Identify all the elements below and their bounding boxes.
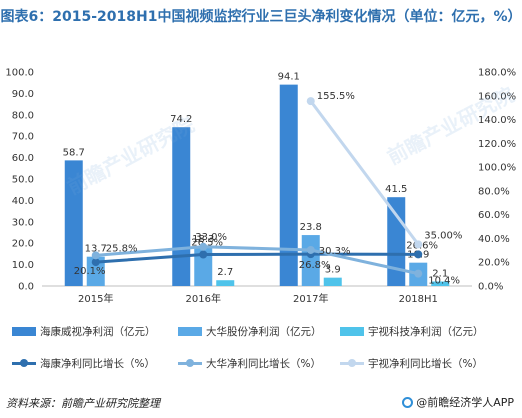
bar-data-label: 23.8: [300, 222, 322, 233]
bar: [323, 277, 342, 286]
y-left-tick-label: 40.0: [12, 196, 34, 207]
x-tick-label: 2016年: [186, 292, 221, 305]
line-point: [306, 97, 315, 106]
legend-label: 宇视科技净利润（亿元）: [368, 326, 484, 338]
y-left-tick-label: 80.0: [12, 110, 34, 121]
legend-line-swatch: [12, 359, 36, 368]
y-right-tick-label: 140.0%: [478, 115, 516, 126]
bar-data-label: 2.1: [432, 269, 448, 280]
series-line: [309, 100, 420, 246]
x-tick-label: 2015年: [78, 292, 113, 305]
legend-swatch: [12, 327, 36, 336]
line-data-label: 155.5%: [317, 91, 355, 102]
bar: [64, 160, 83, 286]
line-point: [414, 240, 423, 249]
bar-data-label: 2.7: [217, 267, 233, 278]
y-left-tick-label: 50.0: [12, 175, 34, 186]
y-left-tick-label: 30.0: [12, 217, 34, 228]
y-left-tick-label: 10.0: [12, 260, 34, 271]
legend-label: 海康净利同比增长（%）: [40, 358, 155, 370]
line-point: [91, 251, 100, 260]
line-data-label: 26.8%: [299, 260, 331, 271]
y-right-tick-label: 20.0%: [478, 258, 510, 269]
line-point: [414, 269, 423, 278]
bar-data-label: 74.2: [170, 114, 192, 125]
legend-label: 大华净利同比增长（%）: [206, 358, 321, 370]
line-data-label: 25.8%: [106, 243, 138, 254]
bar-data-label: 94.1: [278, 72, 300, 83]
y-right-tick-label: 160.0%: [478, 91, 516, 102]
y-left-tick-label: 90.0: [12, 89, 34, 100]
line-point: [91, 258, 100, 267]
brand: @前瞻经济学人APP: [402, 394, 514, 410]
bar-data-label: 41.5: [385, 184, 407, 195]
line-point: [199, 242, 208, 251]
line-data-label: 30.3%: [319, 246, 351, 257]
line-data-label: 10.4%: [428, 276, 460, 287]
line-data-label: 20.1%: [74, 266, 106, 277]
legend-item: 宇视科技净利润（亿元）: [340, 324, 484, 339]
y-right-tick-label: 80.0%: [478, 186, 510, 197]
line-point: [414, 250, 423, 259]
y-right-tick-label: 180.0%: [478, 68, 516, 79]
line-data-label: 33.0%: [195, 232, 227, 243]
legend-item: 宇视净利同比增长（%）: [340, 356, 483, 371]
bar: [431, 281, 450, 286]
legend-item: 海康净利同比增长（%）: [12, 356, 155, 371]
series-line: [95, 245, 419, 276]
bar: [216, 280, 235, 286]
brand-text: @前瞻经济学人APP: [416, 396, 514, 409]
y-right-tick-label: 120.0%: [478, 139, 516, 150]
legend-label: 海康威视净利润（亿元）: [40, 326, 156, 338]
bar: [172, 127, 191, 286]
line-point: [199, 250, 208, 259]
y-right-tick-label: 100.0%: [478, 163, 516, 174]
bar-data-label: 3.9: [325, 265, 341, 276]
bar: [301, 235, 320, 286]
line-data-label: 26.6%: [406, 240, 438, 251]
legend-dot: [20, 359, 28, 367]
y-right-tick-label: 60.0%: [478, 210, 510, 221]
bar: [194, 246, 213, 286]
y-left-tick-label: 100.0: [5, 68, 34, 79]
y-right-tick-label: 40.0%: [478, 234, 510, 245]
y-left-tick-label: 20.0: [12, 239, 34, 250]
legend-item: 海康威视净利润（亿元）: [12, 324, 156, 339]
bar: [279, 84, 298, 286]
bar-data-label: 18.3: [192, 234, 214, 245]
x-tick-label: 2018H1: [399, 294, 438, 305]
bar: [86, 256, 105, 286]
legend-line-swatch: [178, 359, 202, 368]
source-note: 资料来源：前瞻产业研究院整理: [6, 397, 160, 410]
chart-title: 图表6：2015-2018H1中国视频监控行业三巨头净利变化情况（单位：亿元，%…: [0, 9, 522, 25]
legend-label: 大华股份净利润（亿元）: [206, 326, 322, 338]
bar: [387, 197, 406, 286]
legend-item: 大华净利同比增长（%）: [178, 356, 321, 371]
line-data-label: 26.5%: [191, 237, 223, 248]
legend-line-swatch: [340, 359, 364, 368]
y-left-tick-label: 0.0: [18, 282, 34, 293]
brand-logo-icon: [402, 396, 414, 408]
legend-swatch: [178, 327, 202, 336]
y-right-tick-label: 0.0%: [478, 282, 503, 293]
x-tick-label: 2017年: [293, 292, 328, 305]
legend-swatch: [340, 327, 364, 336]
line-point: [306, 245, 315, 254]
series-line: [95, 252, 419, 264]
legend-item: 大华股份净利润（亿元）: [178, 324, 322, 339]
line-data-label: 35.00%: [424, 230, 462, 241]
y-left-tick-label: 60.0: [12, 153, 34, 164]
y-left-tick-label: 70.0: [12, 132, 34, 143]
bar-data-label: 13.7: [85, 244, 107, 255]
legend-dot: [348, 359, 356, 367]
legend-label: 宇视净利同比增长（%）: [368, 358, 483, 370]
bar-data-label: 58.7: [63, 147, 85, 158]
legend-dot: [186, 359, 194, 367]
